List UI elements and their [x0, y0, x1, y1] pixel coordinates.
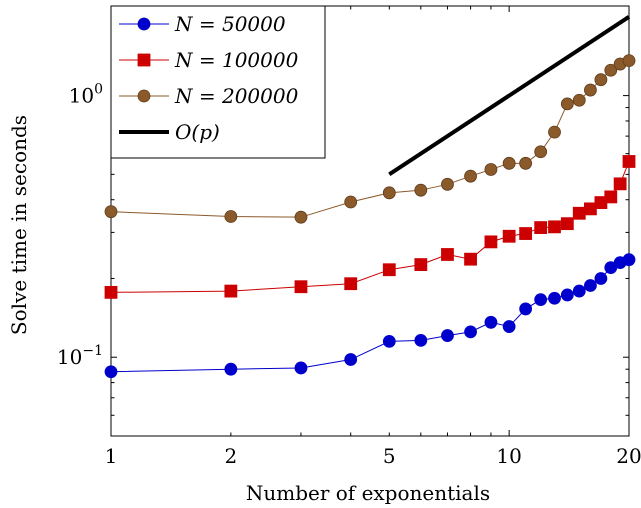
data-point — [613, 177, 627, 191]
data-point — [594, 272, 608, 285]
y-tick-label: 100 — [69, 82, 103, 108]
data-point — [294, 210, 308, 224]
data-point — [622, 155, 636, 168]
legend: N = 50000 N = 100000 N = 200000 O(p) — [110, 5, 326, 159]
data-point — [464, 325, 477, 339]
data-point — [502, 156, 516, 170]
y-tick-label: 10−1 — [57, 343, 103, 369]
y-tick-label-exponent: 0 — [94, 82, 103, 98]
data-point — [414, 258, 428, 271]
plot-frame — [110, 5, 630, 437]
legend-item: N = 100000 — [119, 48, 299, 72]
data-point — [502, 229, 516, 243]
reference-line-o-p — [388, 15, 631, 177]
legend-item: O(p) — [119, 120, 220, 144]
data-point — [344, 277, 358, 291]
data-point — [548, 291, 561, 305]
data-point — [560, 97, 574, 111]
x-axis-label: Number of exponentials — [246, 481, 490, 505]
data-point — [224, 210, 238, 223]
data-point — [137, 89, 151, 103]
data-point — [519, 227, 533, 240]
data-point — [137, 17, 151, 31]
series-3 — [104, 54, 636, 224]
data-point — [484, 235, 498, 249]
data-point — [382, 263, 396, 277]
legend-label: O(p) — [175, 120, 220, 144]
data-point — [414, 333, 428, 347]
y-tick-label-base: 10 — [69, 84, 94, 108]
data-point — [502, 320, 516, 333]
x-tick-label: 2 — [224, 444, 237, 468]
data-point — [519, 302, 533, 316]
data-point — [294, 280, 308, 294]
data-point — [560, 217, 574, 231]
legend-label: N = 200000 — [174, 84, 299, 108]
data-point — [414, 183, 428, 197]
y-tick-label-base: 10 — [57, 345, 82, 369]
legend-item: N = 200000 — [119, 84, 299, 108]
series-1 — [104, 253, 636, 379]
data-point — [604, 63, 618, 77]
data-point — [382, 334, 396, 348]
data-point — [534, 293, 548, 307]
data-point — [584, 83, 597, 97]
data-point — [534, 145, 548, 159]
data-point — [294, 361, 308, 375]
data-point — [441, 248, 454, 261]
data-point — [584, 279, 597, 292]
data-point — [604, 190, 618, 204]
data-point — [560, 288, 574, 302]
legend-label: N = 50000 — [174, 12, 286, 36]
data-point — [594, 73, 608, 87]
data-point — [464, 252, 477, 266]
data-point — [572, 93, 586, 107]
data-point — [464, 169, 477, 183]
data-point — [224, 362, 238, 376]
data-point — [441, 177, 454, 191]
data-point — [519, 156, 533, 170]
data-point — [534, 221, 548, 234]
data-point — [548, 125, 561, 139]
data-point — [104, 205, 118, 219]
data-point — [344, 195, 358, 209]
data-point — [344, 353, 358, 366]
x-tick-label: 10 — [496, 444, 521, 468]
data-point — [382, 186, 396, 200]
legend-label: N = 100000 — [174, 48, 299, 72]
data-point — [484, 163, 498, 176]
data-point — [622, 253, 636, 267]
x-tick-label: 1 — [105, 444, 118, 468]
data-point — [484, 315, 498, 329]
data-point — [572, 206, 586, 220]
y-tick-label-exponent: −1 — [82, 343, 103, 359]
data-point — [572, 284, 586, 298]
data-point — [622, 54, 636, 68]
data-point — [104, 285, 118, 299]
x-tick-label: 20 — [616, 444, 641, 468]
data-point — [137, 53, 151, 67]
data-point — [104, 365, 118, 379]
x-tick-label: 5 — [383, 444, 396, 468]
series-2 — [104, 155, 636, 299]
data-point — [548, 220, 561, 234]
legend-item: N = 50000 — [119, 12, 286, 36]
plot-area — [104, 15, 636, 379]
data-point — [441, 329, 454, 342]
y-axis-label: Solve time in seconds — [7, 115, 31, 335]
data-point — [224, 284, 238, 298]
